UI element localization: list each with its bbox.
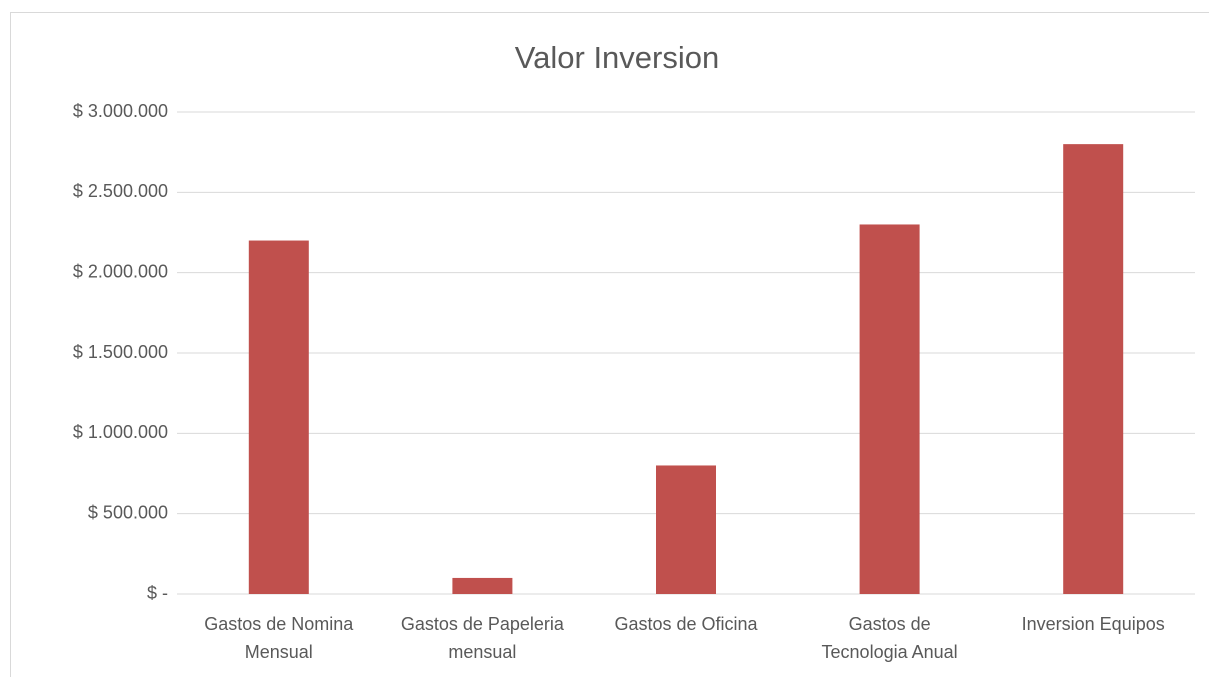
bar <box>859 224 920 594</box>
x-tick-label: Gastos de Oficina <box>614 614 758 634</box>
bar <box>1063 144 1124 594</box>
x-tick-label: Gastos de Nomina Mensual <box>204 614 354 662</box>
x-tick-label: Gastos de Papeleria mensual <box>400 614 564 662</box>
x-tick-label: Gastos de Tecnologia Anual <box>821 614 958 662</box>
y-tick-label: $ - <box>147 583 168 603</box>
y-tick-label: $ 2.500.000 <box>73 181 168 201</box>
y-tick-label: $ 1.000.000 <box>73 422 168 442</box>
x-tick-label: Inversion Equipos <box>1021 614 1165 634</box>
y-tick-label: $ 500.000 <box>88 502 168 522</box>
bar <box>452 577 513 594</box>
chart-border <box>10 12 1209 677</box>
bar <box>656 465 716 594</box>
bar <box>248 240 309 595</box>
y-tick-label: $ 3.000.000 <box>73 101 168 121</box>
chart-title: Valor Inversion <box>515 40 719 75</box>
y-tick-label: $ 2.000.000 <box>73 261 168 281</box>
y-tick-label: $ 1.500.000 <box>73 342 168 362</box>
